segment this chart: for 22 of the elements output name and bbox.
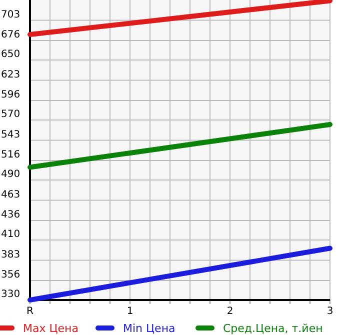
y-tick-label: 570: [1, 109, 20, 120]
y-tick-label: 330: [1, 289, 20, 300]
legend-label: Max Цена: [23, 322, 78, 335]
y-tick-label: 436: [1, 210, 20, 220]
y-tick-label: 356: [1, 270, 20, 280]
y-tick-label: 623: [1, 69, 20, 80]
y-tick-label: 383: [1, 249, 20, 260]
y-tick-label: 676: [1, 30, 20, 40]
y-tick-label: 650: [1, 49, 20, 60]
x-tick-label: 1: [126, 306, 134, 317]
y-tick-label: 703: [1, 9, 20, 20]
x-tick-label: 2: [226, 306, 234, 317]
y-tick-label: 516: [1, 150, 20, 160]
x-tick-label: R: [26, 306, 34, 317]
y-tick-label: 543: [1, 129, 20, 140]
legend-label: Min Цена: [123, 322, 176, 335]
y-tick-label: 410: [1, 229, 20, 240]
y-tick-label: 596: [1, 90, 20, 100]
x-tick-label: 3: [326, 306, 334, 317]
legend-label: Сред.Цена, т.йен: [223, 322, 323, 335]
y-tick-label: 490: [1, 169, 20, 180]
y-tick-label: 463: [1, 189, 20, 200]
